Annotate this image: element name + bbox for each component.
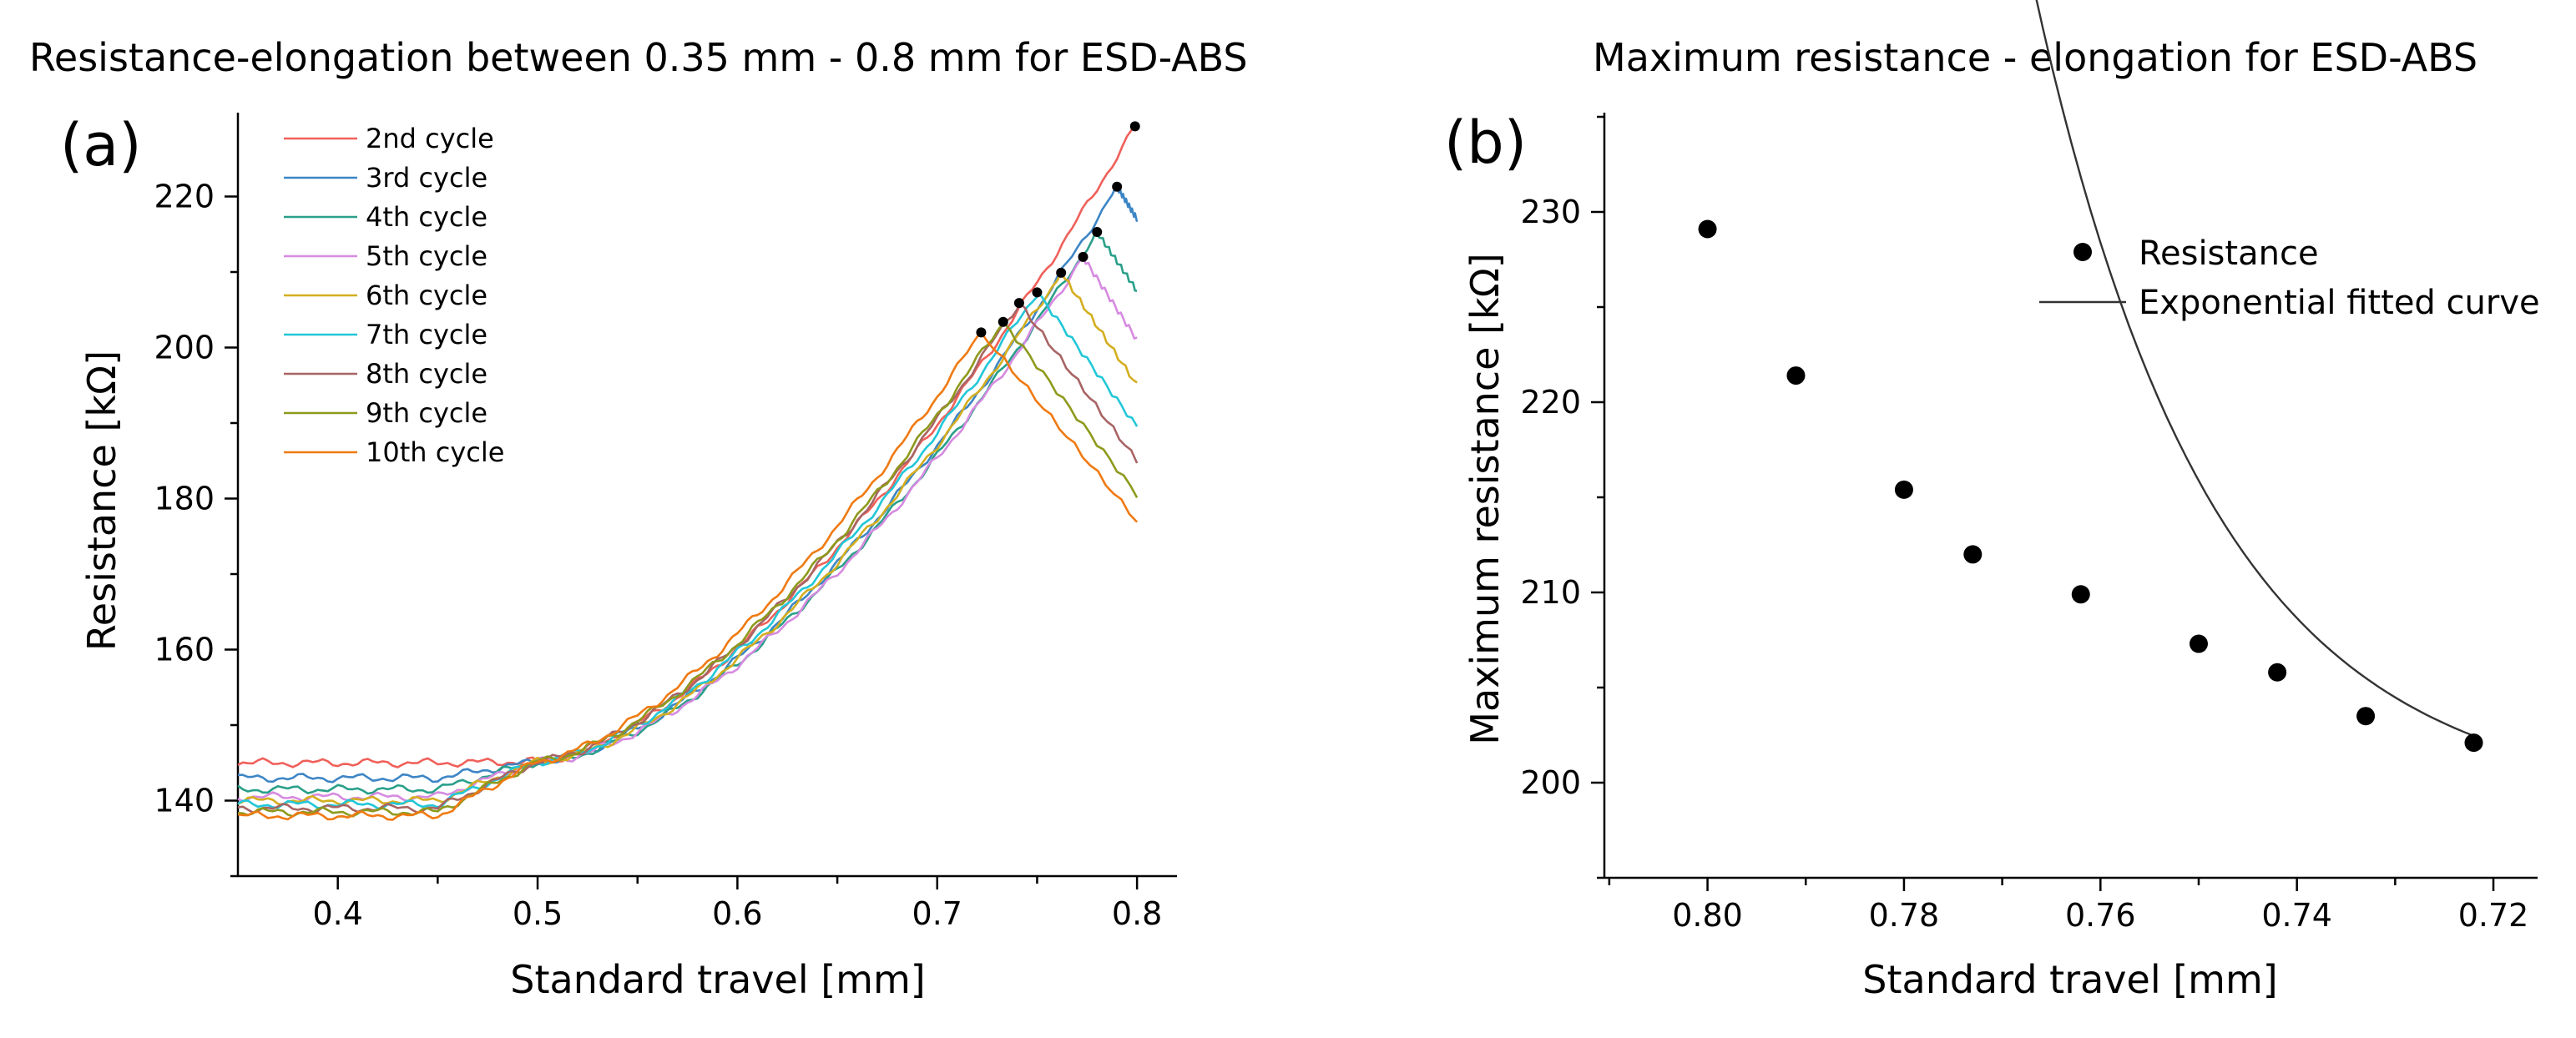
exponential-fit-line <box>2035 0 2474 738</box>
y-axis-label-a: Resistance [kΩ] <box>79 350 124 651</box>
data-point <box>2464 733 2483 753</box>
x-tick-label-b: 0.76 <box>2065 897 2136 934</box>
legend-marker-resistance <box>2073 243 2092 261</box>
series-line-10th-cycle <box>237 331 1139 821</box>
series-line-8th-cycle <box>237 301 1139 814</box>
series-line-9th-cycle <box>237 320 1139 818</box>
x-tick-label-b: 0.74 <box>2261 897 2332 934</box>
x-tick-label-b: 0.80 <box>1672 897 1743 934</box>
chart-title-b: Maximum resistance - elongation for ESD-… <box>1593 35 2478 80</box>
y-tick-label-a: 220 <box>154 179 215 215</box>
y-axis-label-b: Maximum resistance [kΩ] <box>1462 253 1508 744</box>
data-point <box>1963 545 1983 564</box>
legend-label: 5th cycle <box>366 240 487 272</box>
legend-label: 9th cycle <box>366 397 487 429</box>
y-tick-label-b: 230 <box>1520 194 1581 230</box>
chart-panel-b: Maximum resistance - elongation for ESD-… <box>1444 0 2540 1002</box>
panel-label-b: (b) <box>1444 108 1527 177</box>
y-tick-label-b: 210 <box>1520 574 1581 611</box>
legend-label: 2nd cycle <box>366 123 494 154</box>
peak-marker <box>1092 227 1103 238</box>
x-tick-label-b: 0.72 <box>2458 897 2529 934</box>
data-point <box>1894 480 1913 499</box>
data-point <box>2356 707 2376 726</box>
peak-marker <box>998 316 1008 327</box>
peak-marker <box>1112 181 1123 192</box>
y-tick-label-a: 180 <box>154 481 215 517</box>
legend-label: 6th cycle <box>366 280 487 311</box>
chart-title-a: Resistance-elongation between 0.35 mm - … <box>29 35 1248 80</box>
legend-label-fit: Exponential fitted curve <box>2139 284 2540 322</box>
data-point <box>2071 585 2090 604</box>
y-tick-label-a: 140 <box>154 783 215 819</box>
x-tick-label-b: 0.78 <box>1869 897 1940 934</box>
data-point <box>1786 366 1806 385</box>
peak-marker <box>1056 267 1067 278</box>
legend-label: 8th cycle <box>366 358 487 390</box>
data-point <box>1698 219 1717 239</box>
panel-label-a: (a) <box>60 111 142 179</box>
legend-label: 4th cycle <box>366 201 487 233</box>
x-axis-label-a: Standard travel [mm] <box>510 957 925 1002</box>
peak-marker <box>976 327 987 338</box>
legend-label: 7th cycle <box>366 319 487 350</box>
legend-label-resistance: Resistance <box>2139 234 2319 273</box>
legend-label: 10th cycle <box>366 436 504 468</box>
data-point <box>2268 663 2287 682</box>
y-tick-label-a: 160 <box>154 632 215 668</box>
peak-marker <box>1078 251 1088 262</box>
x-tick-label-a: 0.7 <box>912 895 962 932</box>
y-tick-label-a: 200 <box>154 330 215 366</box>
x-tick-label-a: 0.5 <box>513 895 563 932</box>
peak-marker <box>1129 121 1140 132</box>
series-line-6th-cycle <box>237 271 1138 806</box>
x-tick-label-a: 0.8 <box>1112 895 1162 932</box>
x-tick-label-a: 0.4 <box>312 895 362 932</box>
x-tick-label-a: 0.6 <box>712 895 762 932</box>
chart-panel-a: Resistance-elongation between 0.35 mm - … <box>29 35 1248 1002</box>
peak-marker <box>1013 298 1024 309</box>
y-tick-label-b: 220 <box>1520 384 1581 421</box>
peak-marker <box>1032 287 1043 298</box>
y-tick-label-b: 200 <box>1520 764 1581 801</box>
data-point <box>2189 634 2208 653</box>
series-line-4th-cycle <box>237 228 1138 795</box>
x-axis-label-b: Standard travel [mm] <box>1862 957 2277 1002</box>
legend-label: 3rd cycle <box>366 162 487 194</box>
